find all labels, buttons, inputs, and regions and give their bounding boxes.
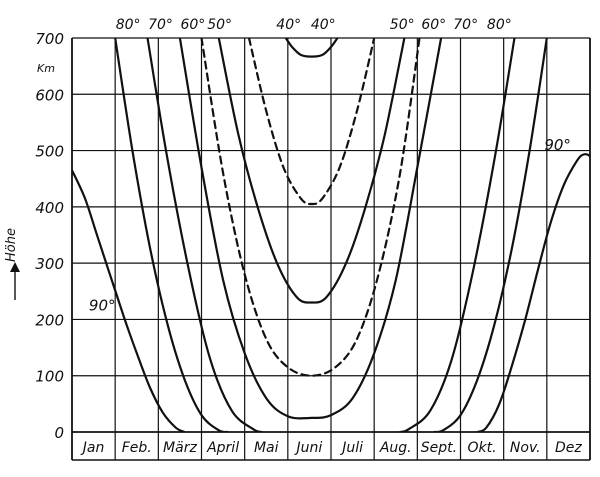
latitude-label-top: 50°	[207, 17, 232, 33]
latitude-label-top: 40°	[276, 17, 301, 33]
curve	[114, 38, 229, 432]
month-label: Aug.	[379, 440, 412, 456]
y-tick-label: 100	[35, 368, 64, 386]
y-tick-label: 600	[35, 86, 64, 104]
curve	[72, 169, 186, 432]
latitude-label-top: 80°	[487, 17, 512, 33]
latitude-label-inline: 90°	[544, 136, 571, 154]
curve	[178, 38, 443, 420]
month-label: Feb.	[122, 440, 152, 456]
latitude-label-top: 70°	[453, 17, 478, 33]
curve	[433, 38, 548, 432]
month-label: Dez	[555, 440, 582, 456]
curve	[476, 153, 590, 432]
curve	[284, 38, 339, 58]
y-tick-label: 300	[35, 255, 64, 273]
latitude-label-top: 70°	[148, 17, 173, 33]
month-label: März	[163, 440, 197, 456]
month-label: Juli	[339, 440, 363, 456]
month-label: Mai	[254, 440, 279, 456]
latitude-label-inline: 90°	[89, 296, 116, 314]
month-label: Sept.	[421, 440, 457, 456]
month-label: Juni	[294, 440, 323, 456]
y-tick-label: 200	[35, 311, 64, 329]
curve	[146, 38, 263, 432]
month-label: April	[206, 440, 239, 456]
month-label: Nov.	[510, 440, 541, 456]
curves	[72, 38, 590, 432]
latitude-label-top: 60°	[421, 17, 446, 33]
curve	[399, 38, 516, 432]
month-label: Okt.	[468, 440, 497, 456]
curve-dashed	[247, 38, 376, 206]
y-unit-label: Km	[37, 62, 55, 75]
y-tick-label: 400	[35, 199, 64, 217]
y-tick-label: 0	[54, 424, 64, 442]
curve	[217, 38, 406, 304]
latitude-label-top: 40°	[311, 17, 336, 33]
month-label: Jan	[80, 440, 105, 456]
labels: 0 100 200 300 400 500 600 700 Jan Feb. März April Ma…	[4, 17, 582, 456]
latitude-label-top: 50°	[390, 17, 415, 33]
y-axis-arrow-head	[10, 262, 20, 272]
y-tick-label: 500	[35, 143, 64, 161]
latitude-label-top: 60°	[180, 17, 205, 33]
latitude-label-top: 80°	[116, 17, 141, 33]
curve-dashed	[200, 38, 421, 377]
y-axis-title: Höhe	[4, 228, 19, 262]
y-tick-label: 700	[35, 30, 64, 48]
